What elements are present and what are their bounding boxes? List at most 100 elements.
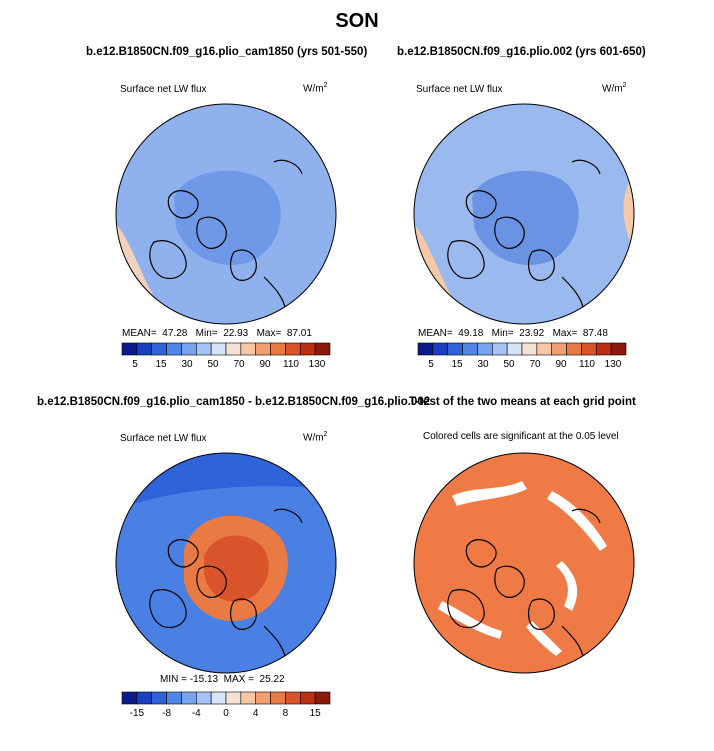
cbar3-swatch [299,691,316,705]
cbar3-swatch [225,691,242,705]
cbar2-swatch [581,342,597,356]
map3-core-region [203,535,269,602]
cbar2-swatch [491,342,508,356]
map2-coastline [494,216,525,249]
map1-coastline [149,240,187,280]
cbar1-swatch [314,342,331,356]
cbar1-swatch [270,342,286,356]
map1-coastline [273,159,303,175]
panel-3-map [115,452,337,674]
map3-outline [115,452,337,674]
map3-coastline [273,508,303,524]
map4-coastline [465,539,497,568]
map4-nonsignificant-patch [547,491,607,551]
cbar3-swatch [240,691,257,705]
map1-coastline [229,249,257,281]
map2-outline [413,103,635,325]
map3-coastline [149,589,187,629]
cbar3-swatch [255,691,271,705]
cbar3-swatch [210,691,227,705]
panel-1-map [115,103,337,325]
cbar2-tick-label: 5 [428,359,434,370]
panel-3-variable-label: Surface net LW flux [120,433,207,444]
cbar1-tick-label: 110 [283,359,299,370]
cbar3-swatch [166,691,182,705]
cbar1-tick-label: 50 [207,359,219,370]
cbar1-tick-label: 90 [259,359,271,370]
panel-1-colorbar: 5 15 30 50 70 90 110 130 [121,342,331,370]
cbar1-tick-label: 70 [233,359,245,370]
map2-coastline [465,190,497,219]
panel-2-variable-label: Surface net LW flux [416,84,503,95]
panel-2-stats: MEAN= 49.18 Min= 23.92 Max= 87.48 [418,328,608,339]
cbar2-tick-label: 70 [529,359,541,370]
cbar2-tick-label: 15 [451,359,463,370]
panel-4-header: T-test of the two means at each grid poi… [409,396,636,408]
cbar2-swatch [595,342,612,356]
cbar3-swatch [195,691,212,705]
map3-coastline [196,565,227,598]
cbar1-swatch [181,342,197,356]
map2-coastline [447,240,485,280]
cbar1-swatch [210,342,227,356]
map4-nonsignificant-patch [556,561,578,611]
cbar2-swatch [477,342,493,356]
cbar3-swatch [314,691,331,705]
cbar1-swatch [121,342,138,356]
cbar1-swatch [166,342,182,356]
cbar3-swatch [151,691,167,705]
cbar3-tick-label: -4 [192,708,201,719]
panel-2-colorbar: 5 15 30 50 70 90 110 130 [417,342,627,370]
cbar1-tick-label: 130 [309,359,326,370]
cbar3-swatch [136,691,153,705]
panel-1-variable-label: Surface net LW flux [120,84,207,95]
cbar1-swatch [151,342,167,356]
cbar2-swatch [610,342,627,356]
map4-coastline [447,589,485,629]
map4-coastline [494,565,525,598]
cbar3-tick-label: 4 [253,708,259,719]
panel-2-units: W/m2 [602,82,627,95]
cbar2-tick-label: 110 [579,359,595,370]
panel-1-units: W/m2 [303,82,328,95]
cbar2-swatch [536,342,553,356]
map3-coastline [229,598,257,630]
cbar1-swatch [255,342,271,356]
cbar3-tick-label: 8 [283,708,289,719]
panel-3-units: W/m2 [303,431,328,444]
cbar2-swatch [462,342,478,356]
cbar3-tick-label: 15 [310,708,322,719]
cbar1-swatch [195,342,212,356]
panel-4-map [413,452,635,674]
cbar1-swatch [225,342,242,356]
cbar1-swatch [240,342,257,356]
panel-4-note: Colored cells are significant at the 0.0… [423,431,619,442]
map1-coastline [167,190,199,219]
cbar2-swatch [521,342,538,356]
panel-1-stats: MEAN= 47.28 Min= 22.93 Max= 87.01 [122,328,312,339]
map4-nonsignificant-patch [438,601,502,639]
map3-coastline [167,539,199,568]
cbar2-tick-label: 50 [503,359,515,370]
map2-coastline [527,249,555,281]
cbar2-swatch [551,342,567,356]
map2-coastline [571,159,601,175]
map4-coastline [527,598,555,630]
panel-3-colorbar: -15 -8 -4 0 4 8 15 [121,691,331,719]
panel-2-header: b.e12.B1850CN.f09_g16.plio.002 (yrs 601-… [397,46,646,58]
map4-outline [413,452,635,674]
map1-outline [115,103,337,325]
cbar2-swatch [432,342,449,356]
cbar3-swatch [121,691,138,705]
cbar2-tick-label: 30 [477,359,489,370]
cbar2-swatch [417,342,434,356]
cbar3-tick-label: -15 [130,708,145,719]
cbar1-swatch [136,342,153,356]
map2-inner-region [472,170,579,265]
cbar3-swatch [285,691,301,705]
cbar2-tick-label: 90 [555,359,567,370]
panel-3-stats: MIN = -15.13 MAX = 25.22 [160,674,285,685]
panel-2-map [413,103,635,325]
cbar1-tick-label: 30 [181,359,193,370]
cbar1-tick-label: 15 [155,359,167,370]
